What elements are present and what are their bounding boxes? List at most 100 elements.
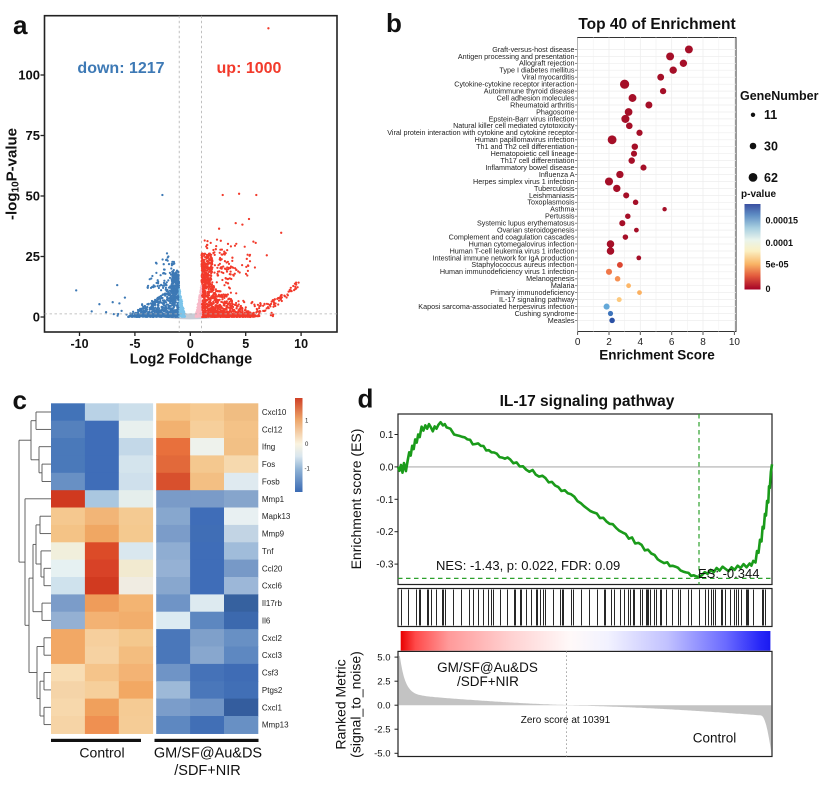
- svg-text:0.00015: 0.00015: [766, 216, 799, 226]
- svg-text:Top 40 of Enrichment: Top 40 of Enrichment: [578, 16, 735, 33]
- svg-text:Csf3: Csf3: [262, 669, 279, 678]
- svg-text:10: 10: [729, 337, 741, 348]
- svg-text:GM/SF@Au&DS: GM/SF@Au&DS: [154, 746, 262, 762]
- svg-text:0.0: 0.0: [380, 462, 394, 473]
- svg-text:0.1: 0.1: [380, 430, 394, 441]
- svg-text:Ranked Metric: Ranked Metric: [333, 659, 349, 749]
- svg-text:5.0: 5.0: [377, 652, 390, 663]
- svg-text:Systemic lupus erythematosus: Systemic lupus erythematosus: [477, 219, 575, 228]
- svg-text:0: 0: [766, 284, 771, 294]
- svg-text:Staphylococcus aureus infectio: Staphylococcus aureus infection: [471, 260, 574, 269]
- svg-text:p-value: p-value: [741, 189, 776, 200]
- svg-text:Asthma: Asthma: [550, 205, 574, 214]
- svg-text:Cell adhesion molecules: Cell adhesion molecules: [497, 94, 575, 103]
- svg-text:Cxcl6: Cxcl6: [262, 582, 283, 591]
- svg-text:Human cytomegalovirus infectio: Human cytomegalovirus infection: [469, 239, 575, 248]
- svg-text:2.5: 2.5: [377, 677, 390, 688]
- svg-text:Epstein-Barr virus infection: Epstein-Barr virus infection: [489, 114, 575, 123]
- svg-text:IL-17 signaling pathway: IL-17 signaling pathway: [499, 295, 575, 304]
- svg-text:Primary immunodeficiency: Primary immunodeficiency: [490, 288, 575, 297]
- svg-text:Influenza A: Influenza A: [539, 170, 575, 179]
- svg-text:Ccl12: Ccl12: [262, 425, 283, 434]
- svg-text:Antigen processing and present: Antigen processing and presentation: [458, 52, 575, 61]
- svg-text:IL-17 signaling pathway: IL-17 signaling pathway: [500, 393, 675, 410]
- svg-text:Mapk13: Mapk13: [262, 512, 291, 521]
- svg-text:Ifng: Ifng: [262, 443, 275, 452]
- svg-text:11: 11: [764, 108, 777, 122]
- svg-text:Inflammatory bowel disease: Inflammatory bowel disease: [485, 163, 574, 172]
- svg-text:50: 50: [26, 189, 40, 204]
- svg-text:Zero score at 10391: Zero score at 10391: [521, 715, 611, 726]
- svg-text:up: 1000: up: 1000: [217, 60, 282, 77]
- svg-text:GeneNumber: GeneNumber: [740, 89, 819, 103]
- svg-text:Measles: Measles: [548, 316, 575, 325]
- svg-text:10: 10: [294, 337, 308, 351]
- svg-text:Th17 cell differentiation: Th17 cell differentiation: [500, 156, 574, 165]
- svg-text:Ovarian steroidogenesis: Ovarian steroidogenesis: [497, 226, 575, 235]
- svg-text:Herpes simplex virus 1 infecti: Herpes simplex virus 1 infection: [473, 177, 574, 186]
- svg-text:Fos: Fos: [262, 460, 275, 469]
- svg-text:Control: Control: [693, 731, 737, 746]
- svg-text:0: 0: [305, 442, 309, 448]
- svg-text:Toxoplasmosis: Toxoplasmosis: [527, 198, 575, 207]
- svg-text:Mmp13: Mmp13: [262, 721, 289, 730]
- svg-text:-5: -5: [129, 337, 140, 351]
- svg-text:Il17rb: Il17rb: [262, 599, 283, 608]
- svg-text:/SDF+NIR: /SDF+NIR: [457, 674, 519, 689]
- svg-text:Cushing syndrome: Cushing syndrome: [515, 309, 575, 318]
- svg-text:Cytokine-cytokine receptor int: Cytokine-cytokine receptor interaction: [454, 80, 574, 89]
- svg-text:Th1 and Th2 cell differentiati: Th1 and Th2 cell differentiation: [476, 142, 574, 151]
- svg-text:Intestinal immune network for: Intestinal immune network for IgA produc…: [433, 253, 575, 262]
- svg-text:Tnf: Tnf: [262, 547, 274, 556]
- svg-text:62: 62: [764, 171, 778, 185]
- svg-text:0: 0: [187, 337, 194, 351]
- svg-text:2: 2: [606, 337, 612, 348]
- svg-text:-1: -1: [305, 467, 311, 473]
- svg-text:-0.1: -0.1: [376, 495, 394, 506]
- svg-text:-2.5: -2.5: [374, 725, 390, 736]
- svg-text:Il6: Il6: [262, 616, 271, 625]
- svg-text:Phagosome: Phagosome: [536, 107, 574, 116]
- svg-text:5: 5: [242, 337, 249, 351]
- svg-text:Natural killer cell mediated c: Natural killer cell mediated cytotoxicit…: [453, 121, 575, 130]
- svg-text:-0.2: -0.2: [376, 527, 394, 538]
- svg-text:Cxcl3: Cxcl3: [262, 651, 283, 660]
- svg-text:Human papillomavirus infection: Human papillomavirus infection: [475, 135, 575, 144]
- svg-text:Rheumatoid arthritis: Rheumatoid arthritis: [510, 100, 575, 109]
- svg-text:Hematopoietic cell lineage: Hematopoietic cell lineage: [491, 149, 575, 158]
- svg-text:Cxcl2: Cxcl2: [262, 634, 283, 643]
- svg-text:Kaposi sarcoma-associated herp: Kaposi sarcoma-associated herpesvirus in…: [418, 302, 574, 311]
- svg-text:100: 100: [18, 68, 40, 83]
- svg-text:8: 8: [700, 337, 706, 348]
- svg-text:ES: -0.344: ES: -0.344: [698, 566, 759, 581]
- svg-text:Complement and coagulation cas: Complement and coagulation cascades: [449, 233, 575, 242]
- svg-text:Ccl20: Ccl20: [262, 564, 283, 573]
- svg-text:1: 1: [305, 419, 309, 425]
- svg-text:75: 75: [26, 128, 40, 143]
- svg-text:6: 6: [669, 337, 675, 348]
- svg-text:a: a: [13, 10, 28, 40]
- svg-text:Mmp1: Mmp1: [262, 495, 285, 504]
- svg-text:d: d: [358, 384, 374, 414]
- svg-text:Human T-cell leukemia virus 1: Human T-cell leukemia virus 1 infection: [450, 246, 575, 255]
- svg-text:Viral protein interaction with: Viral protein interaction with cytokine …: [387, 128, 575, 137]
- svg-text:0: 0: [575, 337, 581, 348]
- svg-text:-10: -10: [70, 337, 88, 351]
- svg-text:-5.0: -5.0: [374, 749, 390, 760]
- svg-text:Human immunodeficiency virus 1: Human immunodeficiency virus 1 infection: [440, 267, 575, 276]
- svg-text:c: c: [13, 385, 27, 415]
- svg-text:GM/SF@Au&DS: GM/SF@Au&DS: [437, 660, 538, 675]
- svg-text:Enrichment Score: Enrichment Score: [599, 348, 715, 363]
- svg-text:0.0: 0.0: [377, 701, 390, 712]
- svg-text:Viral myocarditis: Viral myocarditis: [522, 73, 575, 82]
- svg-text:Type I diabetes mellitus: Type I diabetes mellitus: [499, 66, 575, 75]
- svg-text:-log10P-value: -log10P-value: [4, 128, 22, 220]
- svg-text:/SDF+NIR: /SDF+NIR: [174, 763, 240, 779]
- svg-text:NES: -1.43, p: 0.022, FDR: 0.0: NES: -1.43, p: 0.022, FDR: 0.09: [436, 558, 620, 573]
- svg-text:0.0001: 0.0001: [766, 238, 794, 248]
- svg-text:0: 0: [33, 310, 40, 325]
- svg-text:5e-05: 5e-05: [766, 260, 789, 270]
- svg-text:Tuberculosis: Tuberculosis: [534, 184, 575, 193]
- svg-text:Enrichment score (ES): Enrichment score (ES): [348, 429, 364, 570]
- svg-text:down: 1217: down: 1217: [77, 60, 164, 77]
